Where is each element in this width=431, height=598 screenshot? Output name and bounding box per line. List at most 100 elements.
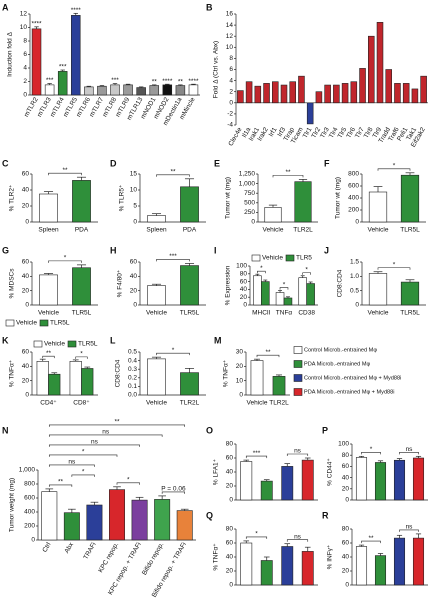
- bar: [272, 81, 279, 104]
- bar: [368, 273, 388, 306]
- y-tick-label: 0: [229, 497, 233, 504]
- bar: [175, 85, 186, 96]
- bar: [341, 83, 349, 104]
- panel-label: A: [2, 2, 9, 12]
- panel-label: Q: [206, 510, 213, 520]
- x-tick-label: Tlr3: [319, 126, 331, 140]
- legend-label: PDA Microb.-entrained Mφ: [304, 361, 370, 367]
- bar: [250, 360, 264, 396]
- y-tick-label: 0: [243, 302, 247, 309]
- significance: *: [305, 266, 308, 273]
- bracket: [48, 444, 140, 447]
- panel-label: M: [214, 335, 222, 345]
- x-tick-label: Vehicle: [263, 227, 284, 234]
- panel-label: F: [324, 158, 330, 168]
- bracket: [245, 455, 268, 459]
- bar: [368, 35, 375, 104]
- y-axis-label: CD8:CD4: [337, 269, 344, 297]
- significance: ****: [31, 21, 42, 28]
- bracket: [399, 529, 419, 532]
- y-axis-label: % TNFα⁺: [213, 543, 220, 571]
- y-tick-label: 0: [25, 302, 29, 309]
- bar: [350, 81, 358, 104]
- y-tick-label: 100: [236, 263, 247, 270]
- legend-label: Vehicle: [262, 255, 283, 262]
- bar: [149, 85, 159, 96]
- bar: [263, 83, 270, 104]
- y-tick-label: 60: [342, 540, 350, 547]
- y-tick-label: 0: [133, 219, 137, 226]
- y-axis-label: Tumor weight (mg): [9, 478, 16, 532]
- y-tick-label: 40: [226, 469, 234, 476]
- x-tick-label: TLR5L: [72, 310, 92, 317]
- significance: *: [64, 255, 67, 262]
- y-axis-label: CD8:CD4: [115, 359, 122, 387]
- x-tick-label: Tlr1: [302, 126, 314, 140]
- y-tick-label: 4: [23, 65, 27, 72]
- significance: **: [114, 419, 120, 426]
- significance: *: [127, 477, 130, 484]
- bar: [376, 22, 384, 104]
- bar: [154, 499, 171, 541]
- y-tick-label: 20: [236, 363, 244, 370]
- bracket: [156, 174, 190, 177]
- bar: [298, 277, 307, 306]
- bracket: [286, 539, 309, 542]
- panel-label: B: [206, 2, 213, 12]
- bar: [136, 87, 146, 96]
- x-tick-label: Abx: [63, 541, 75, 555]
- bar: [359, 68, 366, 104]
- y-tick-label: 20: [22, 203, 30, 210]
- panel-label: P: [322, 425, 328, 435]
- y-tick-label: 10: [130, 187, 138, 194]
- x-tick-label: Tlr8: [363, 126, 375, 140]
- y-axis-label: % TNFα⁺: [223, 359, 230, 387]
- panel-label: H: [110, 245, 117, 255]
- bar: [412, 537, 425, 586]
- bracket: [48, 454, 118, 457]
- legend-label: TLR5L: [78, 341, 98, 348]
- significance: **: [265, 349, 271, 356]
- x-tick-label: Vehicle: [146, 400, 167, 407]
- bracket: [116, 482, 140, 485]
- bar: [281, 546, 294, 586]
- y-tick-label: 80: [226, 441, 234, 448]
- x-tick-label: Tlr5: [337, 126, 349, 140]
- y-axis-label: % TLR5⁺: [119, 184, 126, 211]
- y-tick-label: 40: [22, 273, 30, 280]
- panel-label: C: [2, 158, 9, 168]
- significance: **: [152, 79, 158, 86]
- bracket: [302, 272, 311, 275]
- x-tick-label: Tlr7: [354, 126, 366, 140]
- bar: [147, 285, 166, 306]
- x-tick-label: CD38: [298, 310, 315, 317]
- bar: [264, 207, 282, 223]
- y-tick-label: 80: [342, 452, 350, 459]
- x-tick-label: PDA: [75, 227, 89, 234]
- bar: [48, 373, 61, 396]
- significance: *: [255, 531, 258, 538]
- bar: [393, 459, 406, 501]
- bar: [272, 376, 286, 396]
- bar: [176, 510, 193, 541]
- y-tick-label: 0: [31, 537, 35, 544]
- x-tick-label: Tlr4: [328, 126, 340, 140]
- panel-label: L: [110, 335, 116, 345]
- y-tick-label: -2: [227, 111, 233, 118]
- panel-label: K: [2, 335, 9, 345]
- panel-label: D: [110, 158, 117, 168]
- bar: [180, 186, 199, 223]
- bar: [44, 84, 55, 96]
- x-tick-label: Il1a: [241, 126, 252, 139]
- y-tick-label: 400: [24, 509, 35, 516]
- y-tick-label: 60: [226, 455, 234, 462]
- bracket: [48, 434, 163, 437]
- panel-label: E: [214, 158, 220, 168]
- bar: [298, 75, 305, 104]
- significance: *: [393, 163, 396, 170]
- y-tick-label: 400: [348, 195, 359, 202]
- significance: ***: [111, 77, 119, 84]
- bracket: [256, 354, 280, 358]
- significance: ****: [71, 7, 82, 14]
